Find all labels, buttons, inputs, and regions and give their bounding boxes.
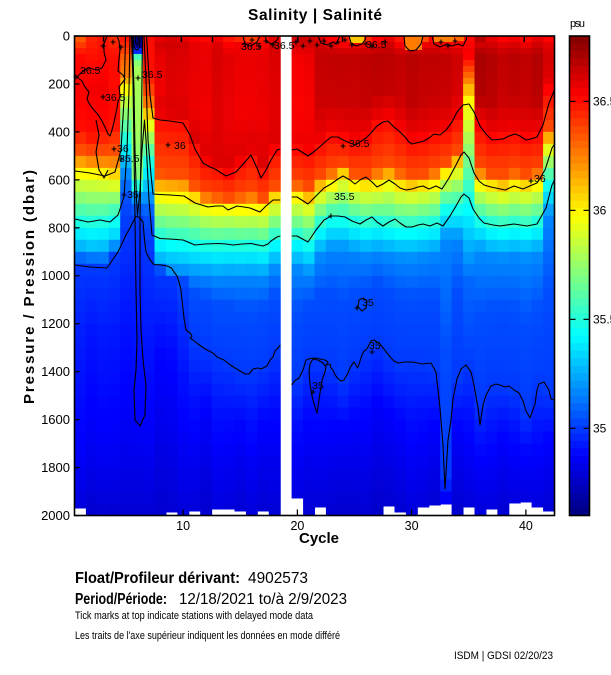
svg-text:1000: 1000 (41, 268, 70, 283)
svg-text:36.5: 36.5 (80, 65, 101, 77)
svg-text:psu: psu (570, 18, 585, 30)
svg-text:4902573: 4902573 (248, 570, 308, 587)
svg-text:400: 400 (48, 124, 70, 139)
svg-text:2000: 2000 (41, 508, 70, 523)
svg-text:10: 10 (176, 519, 190, 533)
svg-text:35.5: 35.5 (593, 313, 611, 327)
svg-text:ISDM | GDSI 02/20/23: ISDM | GDSI 02/20/23 (454, 650, 553, 662)
svg-text:200: 200 (48, 77, 70, 92)
svg-text:Cycle: Cycle (299, 530, 339, 547)
svg-text:35.5: 35.5 (119, 153, 140, 165)
svg-text:1800: 1800 (41, 460, 70, 475)
svg-text:40: 40 (519, 519, 533, 533)
svg-text:30: 30 (405, 519, 419, 533)
svg-text:1600: 1600 (41, 412, 70, 427)
svg-text:Les traits de l'axe supérieur: Les traits de l'axe supérieur indiquent … (75, 630, 340, 642)
svg-text:35: 35 (312, 380, 324, 392)
svg-text:36.5: 36.5 (349, 138, 370, 150)
svg-text:600: 600 (48, 172, 70, 187)
svg-text:35: 35 (362, 297, 374, 309)
svg-text:0: 0 (63, 29, 70, 44)
svg-text:12/18/2021 to/à 2/9/2023: 12/18/2021 to/à 2/9/2023 (179, 591, 347, 608)
svg-text:20: 20 (290, 519, 304, 533)
svg-text:Salinity | Salinité: Salinity | Salinité (248, 7, 382, 24)
svg-text:36: 36 (534, 173, 546, 185)
svg-text:Period/Période:: Period/Période: (75, 591, 167, 608)
svg-text:36.5: 36.5 (366, 39, 387, 51)
svg-text:Tick marks at top indicate sta: Tick marks at top indicate stations with… (75, 610, 314, 622)
svg-text:35: 35 (127, 189, 139, 201)
svg-text:1200: 1200 (41, 316, 70, 331)
svg-text:36.5: 36.5 (105, 92, 126, 104)
svg-text:1400: 1400 (41, 364, 70, 379)
svg-text:36: 36 (174, 140, 186, 152)
svg-text:800: 800 (48, 220, 70, 235)
svg-text:36.5: 36.5 (142, 69, 163, 81)
svg-text:36: 36 (117, 143, 129, 155)
svg-text:35.5: 35.5 (334, 191, 355, 203)
svg-text:Pressure / Pression (dbar): Pressure / Pression (dbar) (21, 170, 38, 404)
svg-text:36: 36 (593, 204, 607, 218)
svg-text:35: 35 (593, 422, 607, 436)
svg-text:36.5: 36.5 (593, 95, 611, 109)
svg-text:36.5: 36.5 (274, 40, 295, 52)
svg-text:35: 35 (369, 340, 381, 352)
svg-text:Float/Profileur dérivant:: Float/Profileur dérivant: (75, 570, 240, 587)
